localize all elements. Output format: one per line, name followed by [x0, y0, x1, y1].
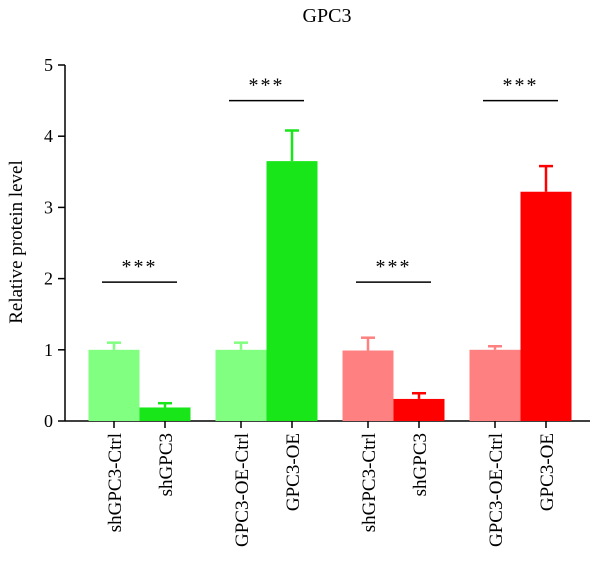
y-tick-label: 2 — [44, 269, 53, 289]
y-tick-label: 0 — [44, 411, 53, 431]
bar — [393, 398, 445, 421]
significance-markers: *** *** *** *** — [102, 75, 558, 283]
y-axis-label: Relative protein level — [6, 160, 27, 324]
x-tick-label: GPC3-OE — [537, 433, 558, 511]
bar — [266, 161, 318, 421]
x-tick-label: GPC3-OE-Ctrl — [232, 433, 253, 547]
bars — [88, 161, 572, 421]
significance-label: *** — [122, 256, 158, 278]
x-tick-label: shGPC3-Ctrl — [359, 433, 380, 532]
y-tick-label: 3 — [44, 197, 53, 217]
bar — [469, 349, 521, 421]
bar — [88, 349, 140, 421]
bar — [520, 191, 572, 421]
significance-label: *** — [249, 75, 285, 97]
bar — [342, 350, 394, 421]
y-tick-label: 5 — [44, 55, 53, 75]
x-tick-label: GPC3-OE — [283, 433, 304, 511]
x-tick-label: shGPC3 — [410, 433, 431, 496]
significance-label: *** — [503, 75, 539, 97]
x-tick-label: shGPC3 — [156, 433, 177, 496]
x-tick-labels: shGPC3-Ctrl shGPC3 GPC3-OE-Ctrl GPC3-OE shGP… — [105, 433, 558, 547]
error-bars — [107, 129, 553, 408]
y-tick-label: 1 — [44, 340, 53, 360]
x-tick-label: GPC3-OE-Ctrl — [486, 433, 507, 547]
y-tick-label: 4 — [44, 126, 53, 146]
bar — [139, 407, 191, 421]
significance-label: *** — [376, 256, 412, 278]
x-tick-label: shGPC3-Ctrl — [105, 433, 126, 532]
chart-title: GPC3 — [303, 5, 352, 27]
bar — [215, 349, 267, 421]
